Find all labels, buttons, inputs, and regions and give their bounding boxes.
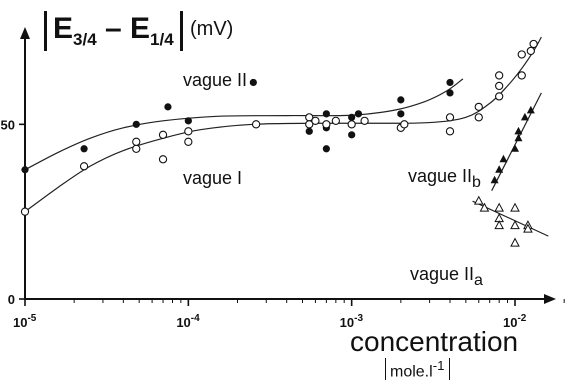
point-filled-triangle — [511, 144, 519, 152]
point-open-circle — [474, 102, 483, 112]
point-filled-circle — [21, 166, 29, 174]
annotation-vague-i: vague I — [183, 168, 243, 188]
point-open-circle — [529, 39, 538, 49]
point-open-triangle — [494, 220, 505, 230]
point-filled-circle — [80, 145, 88, 153]
point-open-circle — [158, 130, 168, 139]
x-axis-unit: mole.l-1 — [385, 358, 450, 380]
point-filled-circle — [397, 110, 405, 118]
point-filled-circle — [354, 110, 363, 118]
y-axis-arrow — [20, 27, 30, 39]
point-open-triangle — [479, 202, 490, 212]
abs-bar-right — [179, 11, 183, 51]
point-open-circle — [445, 127, 455, 136]
point-open-circle — [495, 92, 504, 101]
point-open-circle — [184, 137, 193, 146]
point-filled-triangle — [490, 175, 499, 184]
point-open-triangle — [494, 202, 505, 212]
point-open-circle — [184, 127, 193, 136]
point-filled-circle — [249, 78, 257, 87]
point-open-circle — [526, 46, 535, 56]
point-open-circle — [305, 120, 314, 129]
point-filled-circle — [305, 127, 313, 135]
annotation-vague-ii: vague II — [183, 70, 248, 90]
fit-curve-2 — [491, 92, 542, 191]
point-open-triangle — [510, 202, 520, 212]
point-open-circle — [400, 120, 409, 129]
point-open-triangle — [473, 195, 484, 205]
point-open-circle — [495, 71, 504, 80]
point-filled-circle — [397, 96, 405, 104]
y-axis-label: E3/4 – E1/4 — [38, 6, 189, 56]
fit-curve-0 — [24, 78, 464, 171]
x-axis-label: concentration — [350, 326, 519, 357]
point-filled-triangle — [526, 105, 535, 114]
point-open-circle — [132, 144, 141, 153]
annotation-vague-iia: vague IIa — [410, 264, 483, 289]
point-filled-triangle — [514, 133, 523, 142]
point-open-circle — [495, 81, 504, 91]
point-open-circle — [158, 155, 168, 164]
point-open-triangle — [523, 223, 533, 233]
point-open-circle — [322, 120, 331, 129]
y-axis-label-text: E3/4 – E1/4 — [53, 12, 174, 49]
point-open-circle — [347, 120, 356, 129]
y-tick-label: 0 — [8, 292, 15, 307]
point-filled-circle — [348, 113, 356, 121]
point-filled-triangle — [495, 165, 504, 173]
point-filled-triangle — [514, 126, 523, 135]
point-open-circle — [132, 137, 141, 146]
point-filled-triangle — [520, 112, 529, 121]
point-open-circle — [79, 162, 89, 171]
y-tick-label: 50 — [1, 117, 15, 132]
data-points — [20, 39, 538, 247]
point-filled-circle — [164, 103, 172, 111]
point-open-circle — [517, 71, 526, 80]
point-open-circle — [517, 50, 526, 59]
point-open-circle — [445, 113, 455, 122]
x-axis-arrow — [544, 294, 556, 304]
point-open-circle — [20, 207, 30, 216]
x-tick-label: 10-5 — [13, 313, 37, 330]
point-filled-circle — [446, 78, 454, 87]
abs-bar-left — [44, 11, 47, 51]
axes — [19, 27, 565, 306]
point-open-triangle — [510, 220, 520, 230]
y-axis-unit: (mV) — [190, 18, 234, 40]
point-open-circle — [474, 113, 483, 122]
annotation-vague-iib: vague IIb — [408, 166, 481, 191]
fit-curves — [24, 36, 549, 237]
point-open-triangle — [510, 237, 520, 247]
point-filled-circle — [322, 145, 330, 153]
point-filled-circle — [132, 120, 140, 128]
point-filled-triangle — [499, 154, 508, 163]
x-tick-label: 10-4 — [176, 313, 200, 330]
point-open-circle — [360, 116, 369, 125]
point-filled-circle — [446, 89, 454, 97]
point-filled-circle — [322, 110, 330, 118]
point-filled-circle — [184, 117, 192, 125]
point-filled-circle — [348, 131, 356, 139]
point-open-circle — [311, 116, 320, 125]
point-open-circle — [251, 120, 261, 129]
point-open-circle — [331, 116, 340, 125]
